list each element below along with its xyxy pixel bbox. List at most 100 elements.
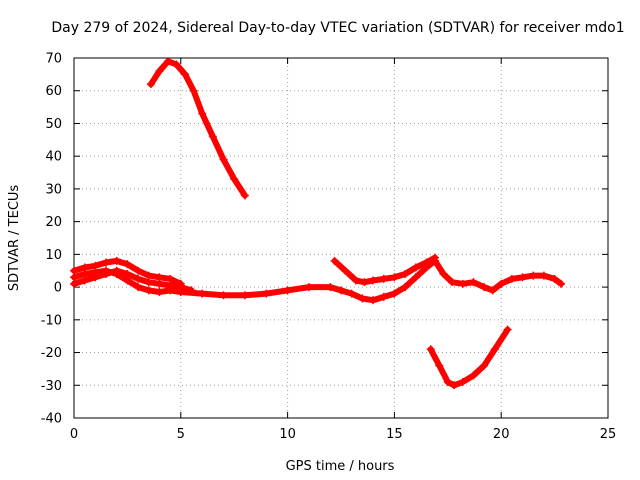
data-point [326, 283, 335, 292]
y-tick-label: 20 [45, 215, 62, 230]
data-point [458, 279, 467, 288]
x-tick-label: 25 [600, 427, 617, 442]
data-point [390, 273, 399, 282]
data-point [70, 273, 78, 282]
data-point [529, 271, 538, 280]
data-point [341, 266, 350, 275]
y-tick-label: 40 [45, 150, 62, 165]
data-point [360, 278, 369, 287]
data-point [219, 155, 228, 164]
y-tick-label: 30 [45, 182, 62, 197]
data-point [155, 67, 164, 76]
data-point [518, 273, 527, 282]
data-point [155, 279, 164, 288]
data-point [91, 268, 100, 277]
data-point [550, 274, 559, 283]
data-point [490, 345, 499, 354]
data-point [172, 60, 181, 69]
data-point [176, 288, 185, 296]
data-point [539, 271, 548, 280]
x-axis-label: GPS time / hours [286, 459, 395, 474]
series-line [147, 58, 248, 199]
chart-title: Day 279 of 2024, Sidereal Day-to-day VTE… [51, 20, 624, 36]
data-point [134, 283, 143, 292]
x-tick-label: 5 [177, 427, 185, 442]
y-tick-label: 60 [45, 84, 62, 99]
data-point [262, 289, 271, 298]
data-point [181, 70, 190, 79]
data-point [208, 132, 217, 141]
data-point [480, 283, 489, 292]
series-segment-7 [401, 256, 566, 295]
series-line [177, 284, 409, 304]
series-segment-1 [146, 57, 249, 200]
y-tick-label: 70 [45, 52, 62, 67]
data-point [422, 263, 431, 272]
data-point [330, 256, 339, 265]
data-point [198, 289, 207, 298]
data-point [240, 291, 249, 300]
data-point [411, 263, 420, 272]
data-point [430, 256, 439, 265]
y-tick-label: -10 [41, 313, 62, 328]
series-segment-6 [330, 253, 439, 287]
y-tick-label: 50 [45, 117, 62, 132]
data-point [351, 276, 360, 285]
data-point [369, 296, 378, 305]
x-tick-label: 15 [386, 427, 403, 442]
data-point [304, 283, 313, 292]
data-point [443, 378, 452, 386]
x-tick-label: 10 [279, 427, 296, 442]
data-point [123, 260, 132, 269]
data-point [230, 175, 239, 184]
plot-frame [73, 57, 609, 419]
data-point [219, 291, 228, 300]
data-point [497, 279, 506, 288]
x-tick-label: 0 [70, 427, 78, 442]
x-tick-label: 20 [493, 427, 510, 442]
data-point [80, 270, 89, 278]
series-segment-8 [426, 325, 512, 390]
data-point [401, 283, 410, 292]
y-tick-label: -40 [41, 412, 62, 427]
data-point [469, 371, 478, 380]
data-point [112, 270, 121, 278]
data-point [458, 378, 467, 386]
y-axis-label: SDTVAR / TECUs [7, 185, 22, 292]
data-point [557, 279, 566, 288]
data-point [480, 361, 489, 370]
data-point [144, 278, 153, 287]
data-point [146, 80, 155, 89]
data-point [240, 191, 249, 200]
data-point [450, 381, 459, 390]
data-point [469, 278, 478, 287]
data-point [448, 278, 457, 287]
data-point [155, 288, 164, 296]
series-layer [70, 57, 566, 390]
data-point [390, 289, 399, 298]
data-point [102, 258, 111, 267]
data-point [283, 286, 292, 295]
data-point [198, 109, 207, 118]
data-point [369, 276, 378, 285]
data-point [426, 345, 435, 354]
grid [74, 58, 608, 418]
data-point [488, 286, 497, 295]
data-point [144, 286, 153, 295]
data-point [163, 57, 172, 66]
data-point [435, 361, 444, 370]
data-point [102, 266, 111, 275]
data-point [379, 274, 388, 283]
data-point [379, 292, 388, 301]
data-point [411, 273, 420, 282]
data-point [358, 294, 367, 303]
data-point [112, 256, 121, 265]
series-line [402, 257, 564, 294]
data-point [123, 276, 132, 285]
data-point [507, 274, 516, 283]
data-point [401, 270, 410, 278]
data-point [439, 270, 448, 278]
data-point [166, 286, 175, 295]
y-tick-label: 0 [54, 281, 62, 296]
